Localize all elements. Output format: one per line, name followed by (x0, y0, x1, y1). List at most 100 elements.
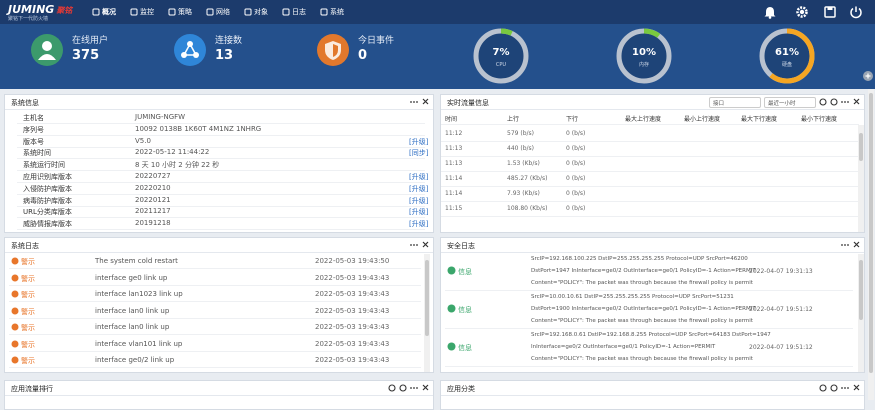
more-dot[interactable] (413, 387, 415, 389)
traffic-cell: 0 (b/s) (566, 145, 586, 152)
log-message: interface vlan101 link up (95, 339, 183, 348)
sec-level: 信息 (458, 344, 472, 352)
info-action[interactable]: [同步] (409, 149, 429, 158)
sec-detail: Content="POLICY": The packet was through… (531, 356, 753, 362)
more-dot[interactable] (847, 387, 849, 389)
user-body (38, 54, 56, 60)
more-dot[interactable] (841, 387, 843, 389)
more-dot[interactable] (847, 244, 849, 246)
more-dot[interactable] (841, 244, 843, 246)
nav-item[interactable]: 对象 (254, 8, 268, 16)
nav-item[interactable]: 概况 (102, 8, 116, 16)
link-node (187, 41, 193, 47)
row-line (9, 301, 421, 302)
filter-select[interactable]: 最近一小时 (764, 97, 816, 108)
more-dot[interactable] (413, 244, 415, 246)
info-action[interactable]: [升级] (409, 208, 429, 217)
gauge-label: 内存 (639, 61, 649, 68)
info-action[interactable]: [升级] (409, 220, 429, 229)
stat-label: 在线用户 (72, 36, 109, 46)
more-dot[interactable] (410, 101, 412, 103)
info-action[interactable]: [升级] (409, 196, 429, 205)
close-icon[interactable] (853, 98, 860, 105)
nav-icon (320, 8, 328, 16)
info-value: 20220121 (135, 195, 171, 204)
level-dot (11, 274, 19, 281)
add-button[interactable] (862, 70, 874, 82)
gauge-value: 61% (775, 47, 799, 58)
more-dot[interactable] (844, 101, 846, 103)
more-dot[interactable] (416, 387, 418, 389)
more-dot[interactable] (416, 244, 418, 246)
close-icon[interactable] (853, 241, 860, 248)
close-icon[interactable] (422, 384, 429, 391)
info-name: 系统时间 (23, 149, 51, 158)
info-value: 8 天 10 小时 2 分钟 22 秒 (135, 161, 220, 170)
tool-icon[interactable] (388, 384, 396, 392)
more-dot[interactable] (841, 101, 843, 103)
tool-icon[interactable] (819, 384, 827, 392)
more-dot[interactable] (844, 244, 846, 246)
gauge: 7% CPU (473, 28, 529, 84)
save-icon[interactable] (824, 6, 836, 18)
column-header: 最小下行速度 (801, 116, 838, 123)
info-action[interactable]: [升级] (409, 173, 429, 181)
stat-label: 连接数 (215, 36, 243, 46)
panel-title: 系统信息 (11, 99, 39, 107)
scroll-thumb (425, 260, 429, 336)
slogan: 聚铭下一代防火墙 (8, 16, 49, 22)
log-time: 2022-05-03 19:43:43 (315, 306, 390, 315)
more-dot[interactable] (413, 101, 415, 103)
nav-item[interactable]: 系统 (330, 8, 344, 16)
row-line (9, 367, 421, 368)
nav-item[interactable]: 监控 (140, 8, 154, 16)
more-dot[interactable] (410, 244, 412, 246)
close-icon[interactable] (422, 98, 429, 105)
info-action[interactable]: [升级] (409, 184, 429, 193)
stats-band: 在线用户 375 连接数 13 今日事件 0 7% CPU 10% 内存 61% 硬盘 (0, 24, 875, 89)
level-dot (11, 290, 19, 298)
level-dot (11, 307, 19, 314)
column-header: 下行 (566, 116, 579, 123)
nav-item[interactable]: 网络 (216, 8, 230, 16)
row-line (9, 317, 421, 319)
level-dot (11, 340, 19, 347)
panel-header: 应用分类 (441, 381, 864, 396)
info-action[interactable]: [升级] (409, 137, 429, 146)
stat-icon (174, 34, 206, 66)
page-scroll-thumb (869, 93, 873, 373)
power-icon[interactable] (850, 6, 862, 19)
nav-item[interactable]: 日志 (292, 8, 306, 16)
row-line (17, 134, 425, 136)
traffic-cell: 485.27 (Kb/s) (507, 175, 548, 182)
row-line (17, 123, 425, 124)
filter-select[interactable]: 接口 (709, 97, 761, 108)
sec-time: 2022-04-07 19:51:12 (749, 306, 813, 313)
more-dot[interactable] (847, 101, 849, 103)
more-dot[interactable] (410, 387, 412, 389)
row-line (17, 217, 425, 219)
row-line (17, 170, 425, 172)
nav-icon-shape (168, 8, 176, 16)
settings-icon[interactable] (796, 6, 808, 18)
level-dot (447, 342, 456, 351)
more-dot[interactable] (416, 101, 418, 103)
level-icon (11, 340, 19, 347)
tool-icon[interactable] (819, 98, 827, 106)
tool-icon[interactable] (399, 384, 407, 392)
row-line (17, 158, 425, 160)
close-icon[interactable] (422, 241, 429, 248)
row-line (441, 156, 859, 157)
tool-icon[interactable] (830, 98, 838, 106)
level-icon (11, 274, 19, 281)
nav-item[interactable]: 策略 (178, 8, 192, 16)
more-dot[interactable] (844, 387, 846, 389)
close-icon[interactable] (853, 384, 860, 391)
log-level: 警示 (21, 258, 35, 266)
sec-level: 信息 (458, 268, 472, 276)
nav-icon (206, 8, 214, 16)
tool-icon[interactable] (830, 384, 838, 392)
panel-header: 系统信息 (5, 95, 433, 110)
gauge: 61% 硬盘 (759, 28, 815, 84)
bell-icon[interactable] (764, 7, 776, 19)
